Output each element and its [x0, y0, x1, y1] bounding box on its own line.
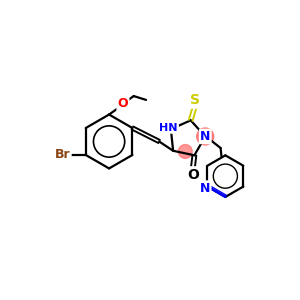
Circle shape	[197, 128, 214, 145]
Text: N: N	[200, 182, 210, 195]
Text: O: O	[118, 97, 128, 110]
Text: O: O	[187, 167, 199, 182]
Text: Br: Br	[55, 148, 70, 161]
Text: N: N	[200, 130, 210, 143]
Text: S: S	[190, 93, 200, 107]
Circle shape	[178, 145, 192, 158]
Text: HN: HN	[159, 123, 178, 133]
